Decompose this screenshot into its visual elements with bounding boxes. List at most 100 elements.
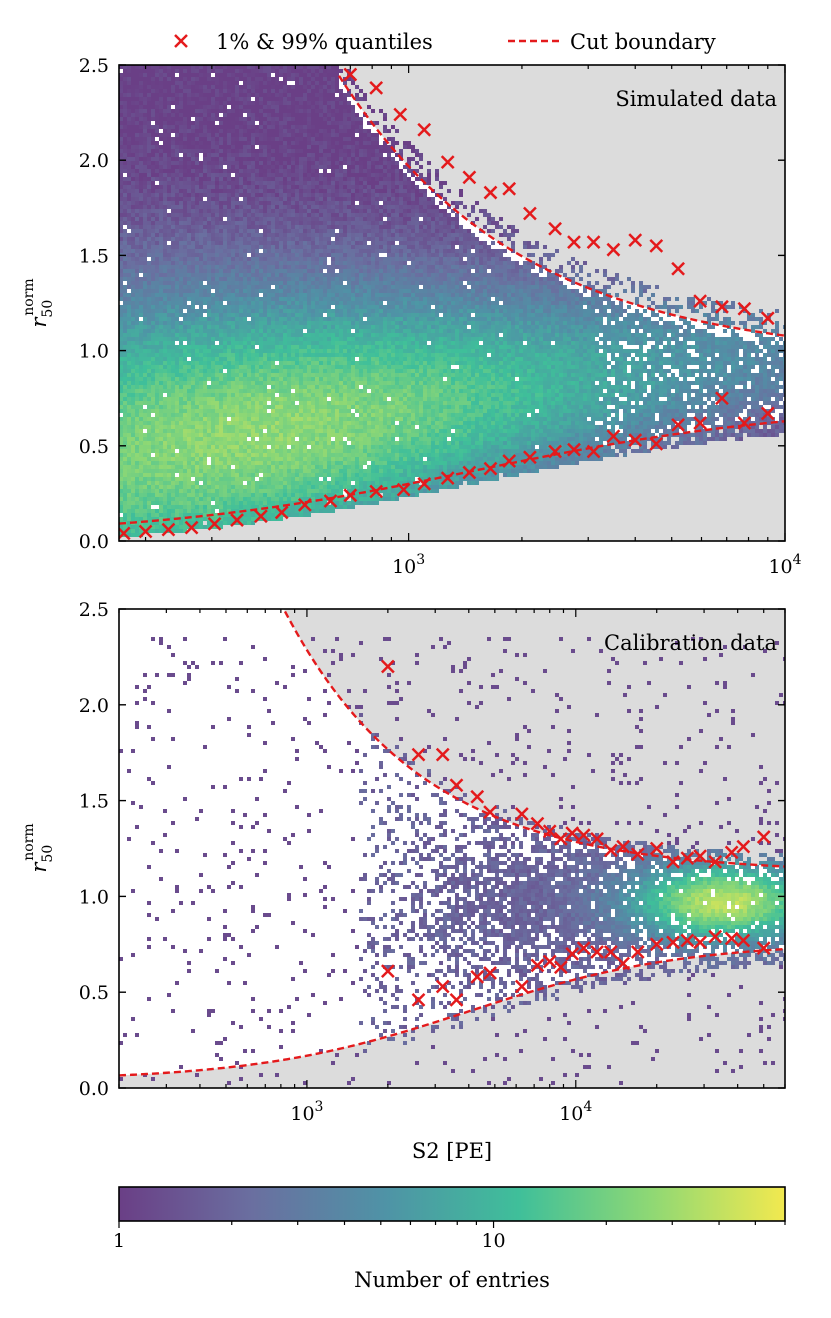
quantile-1-marker [483,966,497,980]
quantile-1-marker [693,416,708,430]
quantile-99-marker [343,67,358,82]
quantile-99-marker [449,778,464,793]
quantile-1-marker [184,520,199,535]
cut-boundary-lower [119,947,785,1077]
quantile-99-marker [630,847,645,862]
quantile-99-marker [724,845,739,860]
quantile-1-marker [760,406,775,421]
quantile-1-marker [606,429,621,444]
colorbar-ticks: 1 10 [113,1221,786,1252]
panel-top-overlay [119,67,785,541]
quantile-1-marker [548,444,562,459]
y-tick-label: 0.0 [79,531,109,553]
quantile-99-marker [760,311,775,326]
quantile-1-marker [396,482,411,497]
y-tick-label: 1.5 [79,791,109,813]
quantile-1-marker [343,488,358,503]
quantile-99-marker [483,805,497,819]
x-tick-label: 104 [559,1099,592,1125]
quantile-1-marker [715,391,729,406]
quantile-1-marker [693,935,707,950]
quantile-99-marker [616,839,631,854]
quantile-99-marker [737,301,752,316]
quantile-1-marker [274,505,289,520]
quantile-1-marker [297,497,312,512]
cut-boundary-upper [337,75,785,337]
panel-bottom-ylabel-main: r [27,861,51,873]
panel-top-annotation: Simulated data [615,87,777,111]
quantile-1-marker [586,444,601,459]
x-tick-label: 104 [768,552,801,578]
quantile-1-marker [483,461,498,476]
quantile-1-marker [530,958,545,973]
quantile-99-marker [649,841,664,856]
quantile-99-marker [523,206,537,221]
quantile-99-marker [576,828,591,842]
quantile-1-marker [369,484,384,499]
quantile-1-marker [603,945,618,959]
quantile-1-marker [616,956,631,971]
quantile-99-marker [567,235,581,249]
quantile-1-marker [553,960,568,975]
quantile-99-marker [435,747,450,762]
quantile-1-marker [523,450,537,465]
quantile-1-marker [542,954,557,969]
y-tick-label: 2.5 [79,55,109,77]
quantile-1-marker [576,941,591,956]
quantile-1-marker [161,522,176,537]
panel-top-axes: 0.0 0.5 1.0 1.5 2.0 2.5 103 104 [79,55,802,578]
quantile-1-marker [138,524,153,539]
panel-bottom-ylabel-sup: norm [21,823,37,860]
quantile-99-marker [542,824,557,839]
panel-bottom: Calibration data 0.0 0.5 1.0 1.5 2.0 2.5 103 10… [21,599,786,1163]
quantile-99-marker [462,170,477,185]
x-tick-label: 103 [290,1099,323,1125]
panel-bottom-annotation: Calibration data [604,631,777,655]
panel-bottom-ylabel-sub: 50 [40,845,56,863]
quantile-1-marker [323,494,338,508]
quantile-99-marker [411,747,426,762]
legend: 1% & 99% quantiles Cut boundary [174,30,716,54]
quantile-1-marker [207,516,222,531]
quantile-99-marker [483,185,498,200]
quantile-1-marker [649,437,664,451]
quantile-99-marker [440,155,455,169]
colorbar-tick-label: 10 [481,1230,505,1252]
quantile-1-marker [435,979,450,994]
panel-bottom-overlay [119,610,785,1077]
quantile-99-marker [417,122,432,137]
quantile-99-marker [393,107,408,122]
quantile-99-marker [565,826,580,841]
quantile-99-marker [756,830,771,844]
quantile-1-marker [724,931,739,946]
quantile-1-marker [708,929,723,944]
y-tick-label: 1.0 [79,341,109,363]
panel-top-ylabel-sub: 50 [40,300,56,318]
quantile-1-marker [666,935,680,950]
panel-bottom-axes: 0.0 0.5 1.0 1.5 2.0 2.5 103 104 [79,599,786,1125]
quantile-1-marker [630,945,645,959]
quantile-1-marker [230,513,244,527]
quantile-1-marker [470,969,485,984]
quantile-1-marker [649,937,664,952]
quantile-1-marker [440,471,455,486]
quantile-99-marker [380,659,395,674]
y-tick-label: 0.0 [79,1078,109,1100]
quantile-1-marker [737,416,752,430]
colorbar-tick-label: 1 [113,1230,125,1252]
quantile-99-marker [590,832,604,846]
quantile-99-marker [470,789,485,804]
quantile-1-marker [671,417,685,432]
y-tick-label: 2.0 [79,150,109,172]
quantile-99-marker [606,242,621,257]
cut-boundary-upper [283,610,785,868]
quantile-99-marker [502,181,517,196]
quantile-99-marker [369,80,384,95]
quantile-99-marker [514,807,529,821]
quantile-1-marker [411,992,426,1007]
quantile-99-marker [715,299,729,314]
quantile-99-marker [693,849,707,864]
quantile-1-marker [736,933,751,948]
panel-top-frame [118,64,786,542]
